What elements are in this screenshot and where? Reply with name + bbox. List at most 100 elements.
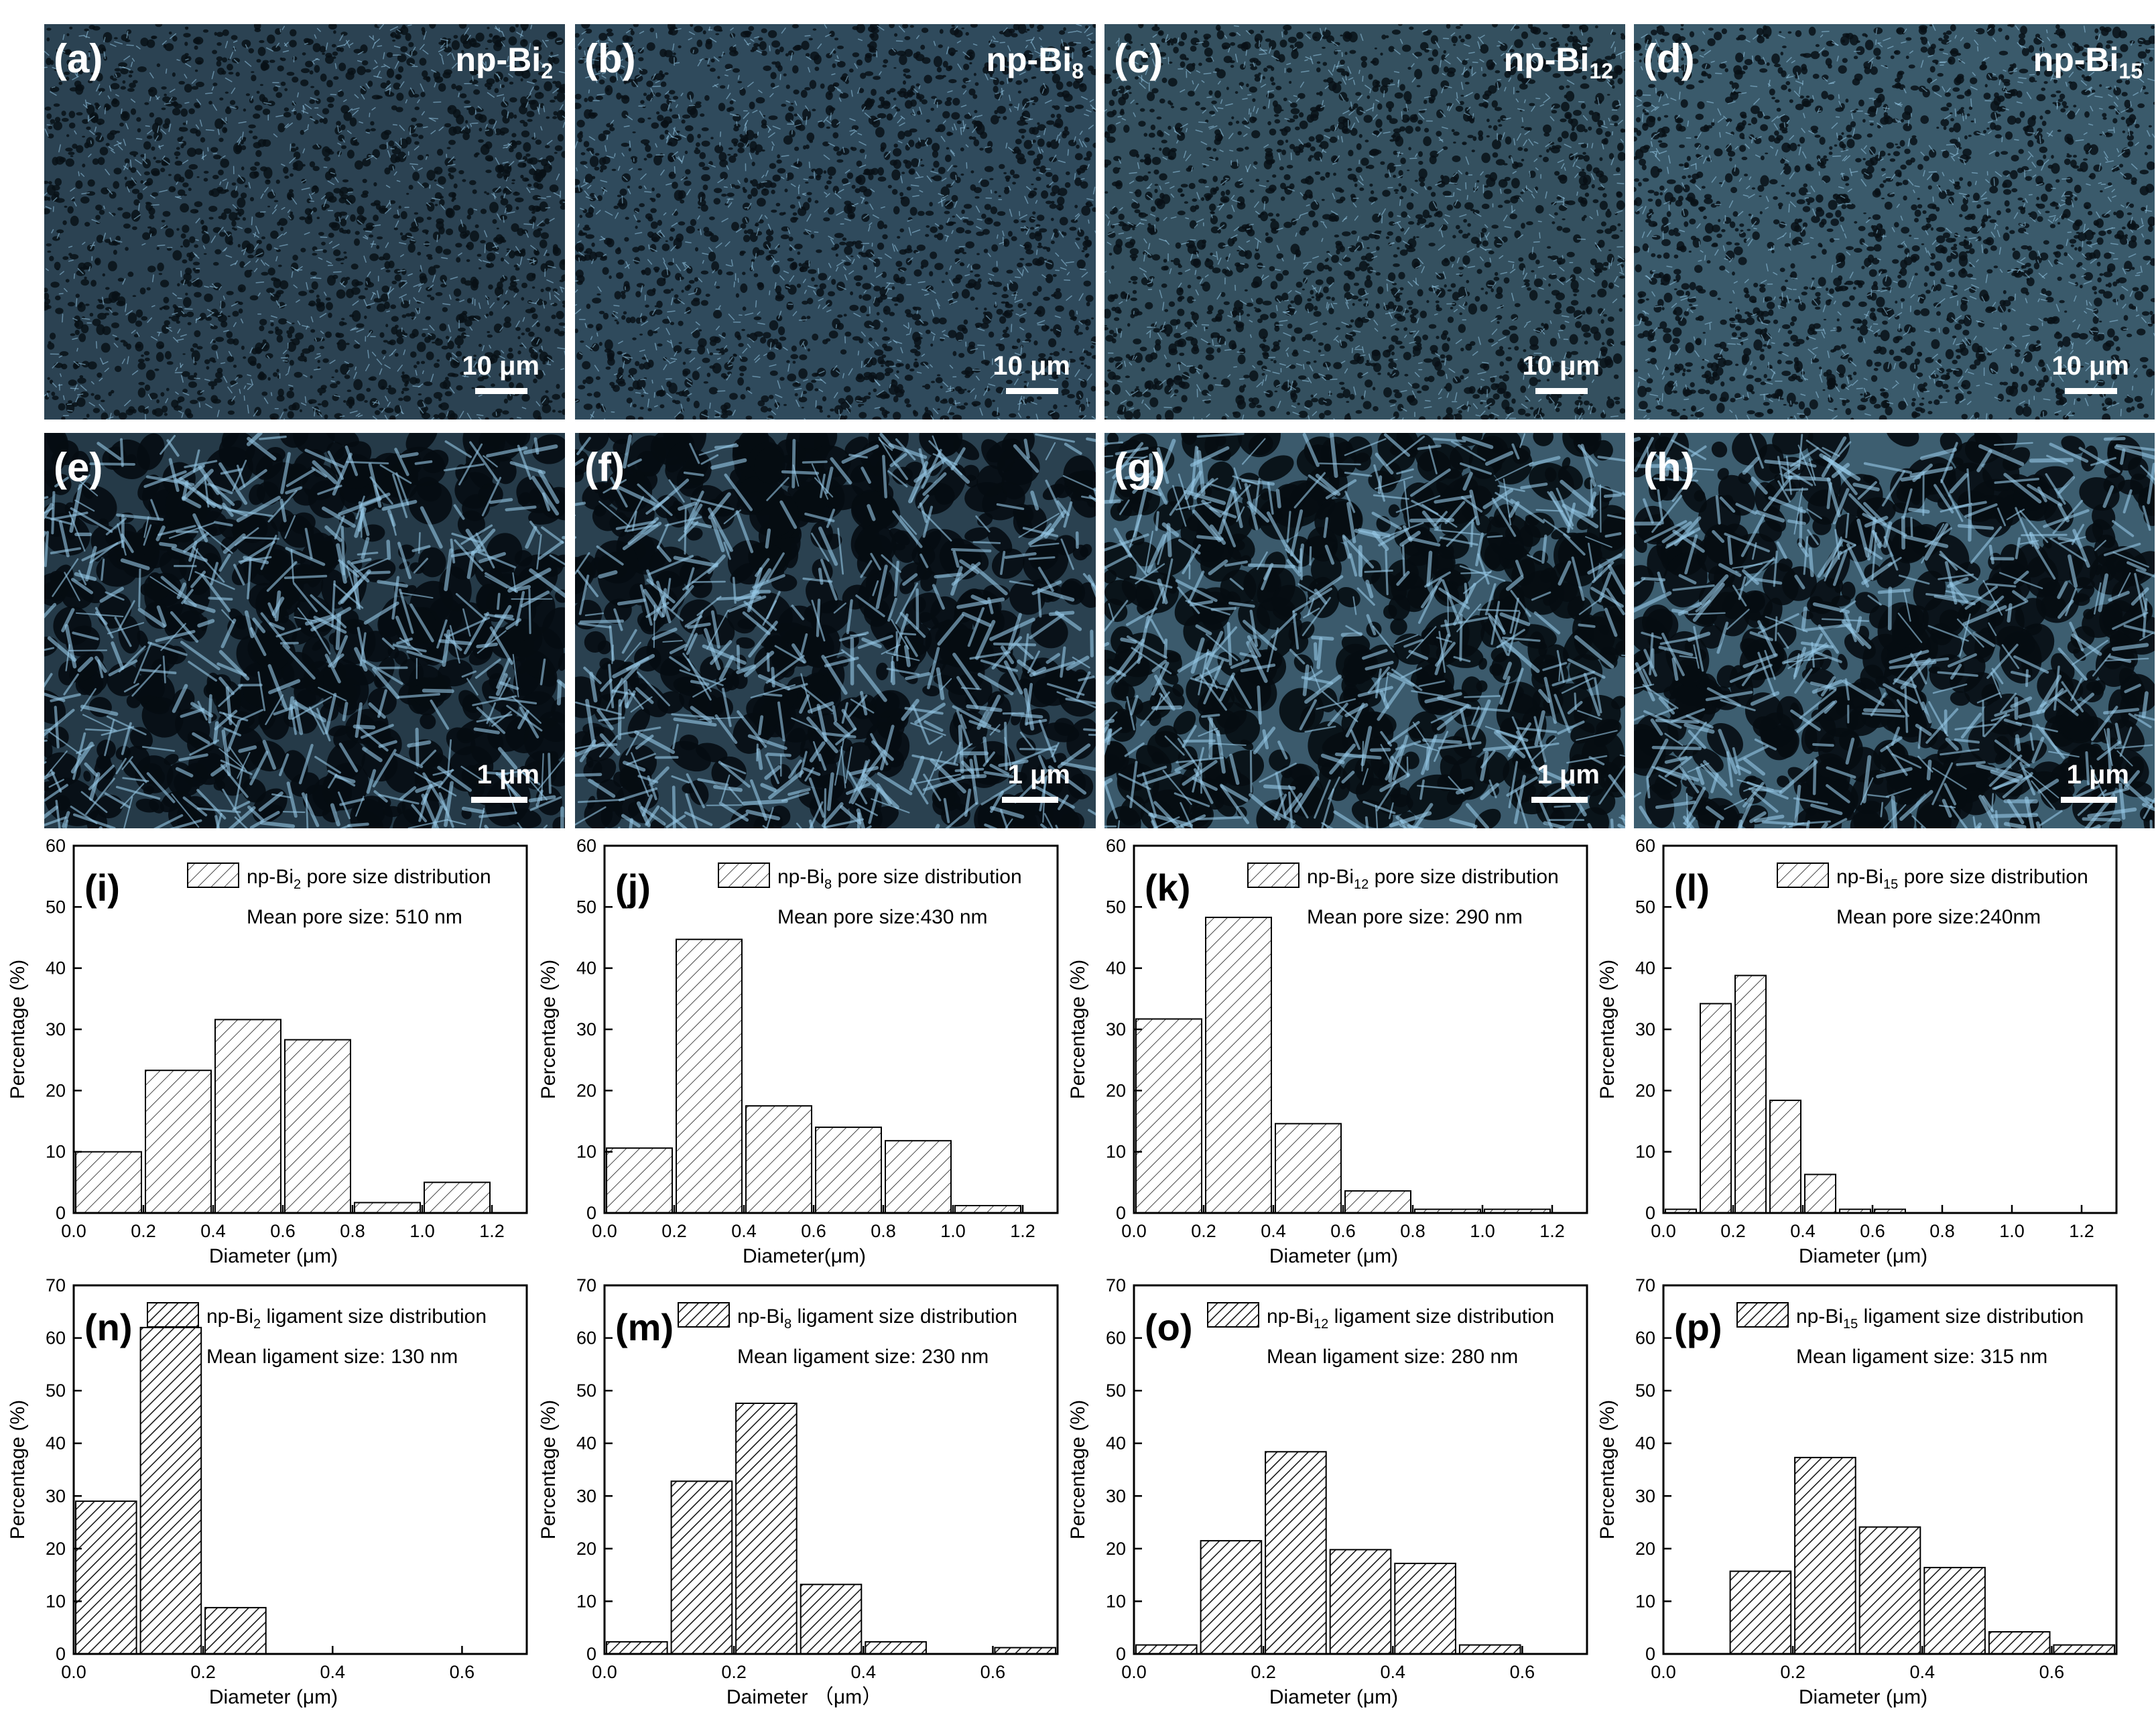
y-tick-label: 30 [46, 1019, 66, 1039]
y-tick-label: 10 [576, 1591, 596, 1611]
panel-label: (d) [1643, 36, 1695, 81]
y-tick-label: 20 [46, 1539, 66, 1559]
panel-label: (e) [54, 445, 103, 490]
y-tick-label: 40 [1106, 958, 1126, 978]
x-tick-label: 0.6 [1330, 1221, 1356, 1241]
histogram-bar [1458, 1644, 1521, 1655]
y-tick-label: 10 [1106, 1591, 1126, 1611]
histogram-bar [1135, 1644, 1198, 1655]
panel-label: (k) [1145, 867, 1190, 909]
x-tick-label: 0.4 [1790, 1221, 1816, 1241]
x-tick-label: 0.6 [2039, 1662, 2065, 1682]
panel-label: (g) [1114, 445, 1165, 490]
legend-swatch [718, 862, 770, 888]
histogram-bar [1344, 1190, 1411, 1214]
y-axis-label: Percentage (%) [537, 960, 560, 1099]
sample-title: np-Bi2 [455, 41, 553, 83]
histogram-bar [735, 1403, 798, 1655]
y-tick-label: 20 [1106, 1080, 1126, 1100]
sem-texture [1104, 433, 1625, 828]
y-tick-label: 60 [576, 836, 596, 856]
x-tick-label: 0.8 [340, 1221, 365, 1241]
histogram-bar [204, 1606, 267, 1655]
histogram-bar [800, 1584, 863, 1655]
plot-frame [1133, 1284, 1588, 1655]
y-tick-label: 40 [1635, 1433, 1655, 1454]
y-axis-label: Percentage (%) [7, 1400, 29, 1539]
sem-texture [44, 24, 565, 420]
x-tick-label: 0.4 [1261, 1221, 1286, 1241]
panel-label: (n) [84, 1306, 133, 1348]
scale-bar-label: 10 μm [462, 351, 540, 381]
y-axis-label: Percentage (%) [537, 1400, 560, 1539]
y-tick-label: 60 [1106, 1328, 1126, 1348]
histogram-bar [1794, 1456, 1856, 1655]
histogram-m: 0.0 0.2 0.4 0.6 0 10 20 30 40 50 60 70 Daimeter （μm）… [537, 1275, 1059, 1708]
histogram-bar [1265, 1451, 1327, 1655]
histogram-l: 0.0 0.2 0.4 0.6 0.8 1.0 1.2 0 10 20 30 40 50 60 Diamet… [1596, 836, 2118, 1267]
histogram-bar [745, 1105, 812, 1214]
histogram-bar [1135, 1018, 1202, 1214]
x-tick-label: 1.0 [1999, 1221, 2025, 1241]
sample-title: np-Bi12 [1503, 41, 1613, 83]
legend-swatch [678, 1302, 730, 1328]
mean-size-note: Mean pore size:430 nm [777, 906, 988, 928]
y-axis-label: Percentage (%) [1067, 960, 1089, 1099]
panel-label: (m) [615, 1306, 674, 1348]
histogram-bar [1275, 1123, 1342, 1214]
y-tick-label: 0 [1116, 1644, 1126, 1664]
x-tick-label: 0.8 [871, 1221, 896, 1241]
scale-bar [1531, 797, 1588, 803]
y-tick-label: 60 [46, 836, 66, 856]
histogram-bar [424, 1181, 491, 1214]
x-tick-label: 0.0 [1121, 1662, 1147, 1682]
histogram-bar [1804, 1173, 1836, 1214]
y-tick-label: 40 [1106, 1433, 1126, 1454]
scale-bar-label: 10 μm [1522, 351, 1600, 381]
sem-image-e: (e) 1 μm [44, 433, 565, 828]
histogram-bar [1769, 1099, 1801, 1214]
legend-swatch [1736, 1302, 1789, 1328]
x-tick-label: 0.4 [1381, 1662, 1406, 1682]
histogram-i: 0.0 0.2 0.4 0.6 0.8 1.0 1.2 0 10 20 30 40 50 60 Diamet… [7, 836, 528, 1267]
x-tick-label: 0.0 [1651, 1662, 1676, 1682]
y-tick-label: 40 [1635, 958, 1655, 978]
histogram-bar [1858, 1526, 1921, 1655]
x-axis-label: Diameter(μm) [743, 1245, 866, 1267]
histogram-bar [75, 1151, 142, 1214]
scale-bar-label: 1 μm [1007, 760, 1070, 789]
x-tick-label: 0.0 [1651, 1221, 1676, 1241]
sem-texture [575, 24, 1096, 420]
sem-image-b: (b) np-Bi8 10 μm [575, 24, 1096, 420]
legend-swatch [1247, 862, 1299, 888]
x-axis-label: Diameter (μm) [1799, 1686, 1927, 1708]
histogram-bar [606, 1641, 668, 1655]
y-tick-label: 50 [1635, 1381, 1655, 1401]
histogram-bar [354, 1202, 421, 1214]
legend-label: np-Bi8 pore size distribution [777, 866, 1022, 892]
sem-image-a: (a) np-Bi2 10 μm [44, 24, 565, 420]
histogram-bar [865, 1641, 927, 1655]
panel-label: (c) [1114, 36, 1163, 81]
y-tick-label: 30 [46, 1486, 66, 1506]
y-tick-label: 30 [576, 1019, 596, 1039]
legend-label: np-Bi8 ligament size distribution [737, 1305, 1017, 1332]
legend-label: np-Bi2 ligament size distribution [206, 1305, 487, 1332]
mean-size-note: Mean ligament size: 130 nm [206, 1346, 458, 1368]
x-tick-label: 0.2 [190, 1662, 216, 1682]
y-tick-label: 20 [1635, 1080, 1655, 1100]
histogram-bar [1205, 916, 1272, 1214]
x-tick-label: 1.2 [479, 1221, 505, 1241]
y-tick-label: 0 [586, 1203, 596, 1223]
x-tick-label: 0.2 [1720, 1221, 1746, 1241]
y-axis-label: Percentage (%) [1596, 960, 1619, 1099]
histogram-bar [214, 1019, 281, 1214]
x-tick-label: 0.2 [1251, 1662, 1276, 1682]
histogram-bar [284, 1039, 351, 1214]
x-tick-label: 0.6 [980, 1662, 1006, 1682]
x-tick-label: 1.0 [409, 1221, 435, 1241]
sem-image-f: (f) 1 μm [575, 433, 1096, 828]
sem-texture [1104, 24, 1625, 420]
panel-label: (b) [584, 36, 636, 81]
x-axis-label: Diameter (μm) [1269, 1686, 1398, 1708]
